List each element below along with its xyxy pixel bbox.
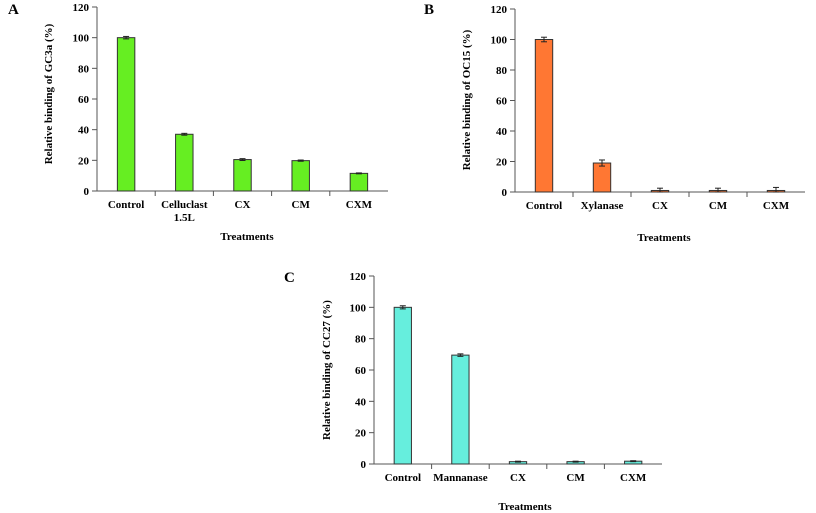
- panel-c-y-tick-label: 60: [355, 365, 367, 377]
- panel-c-y-tick-label: 100: [350, 302, 367, 314]
- panel-c-bar: [393, 306, 412, 465]
- panel-b-y-tick-label: 20: [496, 157, 508, 169]
- panel-a-bar: [233, 159, 252, 192]
- panel-c-x-tick-label: CM: [566, 472, 585, 484]
- panel-b-letter: B: [424, 2, 434, 18]
- panel-c-x-tick-label: Control: [385, 472, 421, 484]
- panel-b-chart: B Relative binding of OC15 (%) Treatment…: [424, 2, 805, 244]
- panel-a-x-axis-title: Treatments: [220, 231, 274, 243]
- panel-a-x-tick-label-line: Celluclast: [161, 199, 208, 211]
- panel-b-y-tick-label: 100: [491, 35, 508, 47]
- panel-a-chart: A Relative binding of GC3a (%) Treatment…: [8, 2, 388, 243]
- panel-a-y-tick-label: 100: [73, 33, 90, 45]
- panel-c-letter: C: [284, 270, 295, 286]
- panel-a-y-tick-label: 80: [78, 63, 90, 75]
- panel-a-x-tick-label: Celluclast 1.5L: [161, 199, 208, 224]
- panel-a-x-tick-label: Control: [108, 199, 144, 211]
- panel-c-x-tick-label: CXM: [620, 472, 647, 484]
- panel-c-x-tick-label: Mannanase: [433, 472, 488, 484]
- panel-b-bar: [534, 39, 554, 193]
- panel-b-y-tick-label: 60: [496, 96, 508, 108]
- panel-a-x-tick-label-line: 1.5L: [174, 212, 195, 224]
- panel-b-y-tick-label: 120: [491, 4, 508, 16]
- panel-b-x-tick-label: CXM: [763, 200, 790, 212]
- panel-c-y-tick-label: 20: [355, 428, 367, 440]
- panel-a-y-tick-label: 120: [73, 2, 90, 14]
- panel-a-bar: [291, 160, 310, 192]
- panel-b-y-tick-label: 80: [496, 65, 508, 77]
- panel-a-y-tick-label: 60: [78, 94, 90, 106]
- panel-a-bar: [349, 172, 369, 192]
- panel-b-y-tick-label: 40: [496, 126, 508, 138]
- panel-c-x-tick-label: CX: [510, 472, 526, 484]
- panel-a-y-tick-label: 20: [78, 155, 90, 167]
- panel-c-bar: [451, 354, 470, 465]
- panel-a-letter: A: [8, 2, 19, 18]
- panel-b-x-axis-title: Treatments: [637, 232, 691, 244]
- panel-c-x-axis-title: Treatments: [498, 501, 552, 513]
- panel-a-y-axis-title: Relative binding of GC3a (%): [43, 23, 55, 164]
- panel-a-y-tick-label: 40: [78, 125, 90, 137]
- panel-b-x-tick-label: Control: [526, 200, 562, 212]
- panel-b-y-tick-label: 0: [502, 187, 508, 199]
- panel-b-x-tick-label: Xylanase: [581, 200, 624, 212]
- panel-c-chart: C Relative binding of CC27 (%) Treatment…: [284, 270, 662, 513]
- panel-c-y-tick-label: 80: [355, 334, 367, 346]
- panel-a-x-tick-label: CX: [235, 199, 251, 211]
- panel-a-bar: [116, 37, 136, 192]
- panel-c-y-axis-title: Relative binding of CC27 (%): [321, 300, 333, 440]
- panel-c-y-tick-label: 40: [355, 396, 367, 408]
- panel-a-bar: [175, 133, 194, 192]
- panel-b-x-tick-label: CX: [652, 200, 668, 212]
- panel-a-y-tick-label: 0: [84, 186, 90, 198]
- panel-c-y-tick-label: 120: [350, 271, 367, 283]
- panel-a-x-tick-label: CM: [292, 199, 311, 211]
- panel-a-x-tick-label: CXM: [346, 199, 373, 211]
- panel-c-y-tick-label: 0: [361, 459, 367, 471]
- panel-b-bar: [592, 162, 612, 193]
- panel-b-x-tick-label: CM: [709, 200, 728, 212]
- panel-b-y-axis-title: Relative binding of OC15 (%): [461, 29, 473, 170]
